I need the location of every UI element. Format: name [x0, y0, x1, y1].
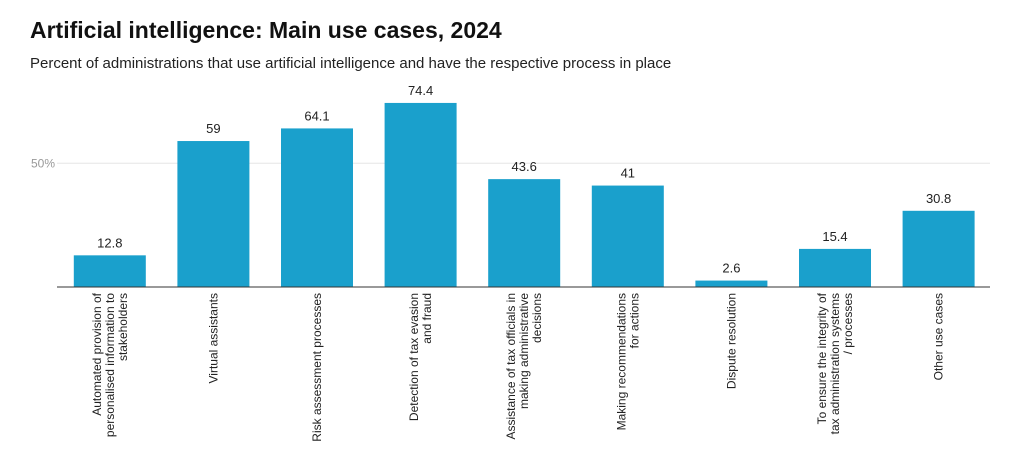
x-tick-label-line: Virtual assistants: [206, 293, 220, 384]
chart-title: Artificial intelligence: Main use cases,…: [30, 17, 502, 43]
bar: [384, 102, 457, 287]
x-tick-label: Making recommendationsfor actions: [614, 293, 641, 430]
x-tick-label-line: To ensure the integrity of: [815, 292, 829, 424]
x-tick-label: Virtual assistants: [206, 293, 220, 384]
bar: [591, 185, 664, 287]
data-label: 2.6: [722, 261, 740, 276]
x-tick-label-line: Risk assessment processes: [310, 293, 324, 442]
x-tick-label-line: Other use cases: [932, 293, 946, 380]
x-tick-label: Other use cases: [932, 293, 946, 380]
x-tick-label: To ensure the integrity oftax administra…: [815, 292, 855, 434]
bar: [177, 141, 250, 287]
x-tick-label-line: making administrative: [517, 293, 531, 409]
x-tick-label-line: Dispute resolution: [724, 293, 738, 389]
bar: [799, 248, 871, 287]
x-tick-label: Detection of tax evasionand fraud: [407, 293, 434, 421]
data-label: 12.8: [97, 235, 122, 250]
x-tick-label-line: Assistance of tax officials in: [504, 293, 518, 440]
x-tick-label: Assistance of tax officials inmaking adm…: [504, 293, 544, 440]
x-tick-label-line: for actions: [627, 293, 641, 348]
x-tick-label-line: Making recommendations: [614, 293, 628, 430]
x-tick-label-line: decisions: [530, 293, 544, 343]
x-tick-label: Dispute resolution: [724, 293, 738, 389]
bar: [695, 280, 768, 287]
data-label: 30.8: [926, 191, 951, 206]
x-tick-label-line: and fraud: [420, 293, 434, 344]
x-tick-label-line: stakeholders: [116, 293, 130, 361]
bar: [902, 210, 975, 287]
x-tick-label-line: / processes: [841, 293, 855, 354]
x-tick-label-line: tax administration systems: [828, 293, 842, 434]
bar: [281, 128, 353, 287]
data-label: 43.6: [512, 159, 537, 174]
bar: [488, 179, 561, 287]
data-label: 59: [206, 121, 220, 136]
data-label: 15.4: [822, 229, 847, 244]
x-tick-label-line: Detection of tax evasion: [407, 293, 421, 421]
chart-subtitle: Percent of administrations that use arti…: [30, 55, 672, 72]
data-label: 41: [621, 166, 635, 181]
data-label: 64.1: [304, 108, 329, 123]
bar: [73, 255, 146, 287]
data-label: 74.4: [408, 83, 433, 98]
x-tick-label: Risk assessment processes: [310, 293, 324, 442]
x-tick-label-line: Automated provision of: [90, 292, 104, 415]
y-tick-label: 50%: [31, 156, 55, 170]
x-tick-label-line: personalised information to: [103, 293, 117, 437]
x-tick-label: Automated provision ofpersonalised infor…: [90, 292, 130, 437]
